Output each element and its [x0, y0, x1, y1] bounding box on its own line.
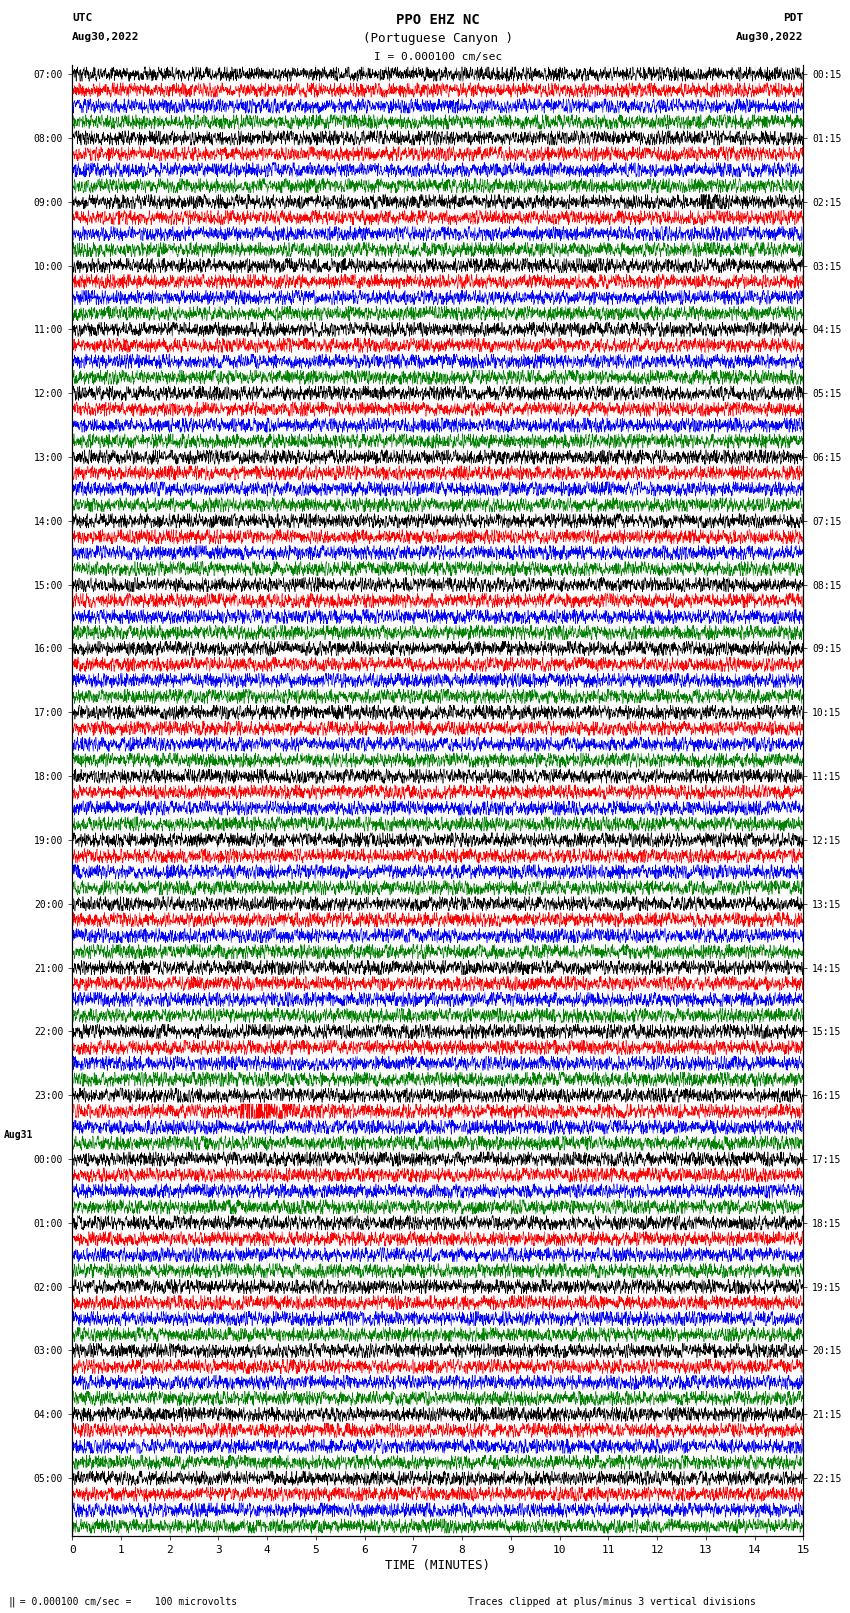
Text: Aug30,2022: Aug30,2022: [736, 32, 803, 42]
Text: I = 0.000100 cm/sec: I = 0.000100 cm/sec: [374, 52, 502, 61]
Text: ‖: ‖: [8, 1595, 15, 1607]
Text: Aug30,2022: Aug30,2022: [72, 32, 139, 42]
Text: PDT: PDT: [783, 13, 803, 23]
Text: UTC: UTC: [72, 13, 93, 23]
Text: Aug31: Aug31: [4, 1131, 33, 1140]
Text: Traces clipped at plus/minus 3 vertical divisions: Traces clipped at plus/minus 3 vertical …: [468, 1597, 756, 1607]
Text: (Portuguese Canyon ): (Portuguese Canyon ): [363, 32, 513, 45]
Text: = 0.000100 cm/sec =    100 microvolts: = 0.000100 cm/sec = 100 microvolts: [8, 1597, 238, 1607]
X-axis label: TIME (MINUTES): TIME (MINUTES): [385, 1558, 490, 1571]
Text: PPO EHZ NC: PPO EHZ NC: [396, 13, 479, 27]
